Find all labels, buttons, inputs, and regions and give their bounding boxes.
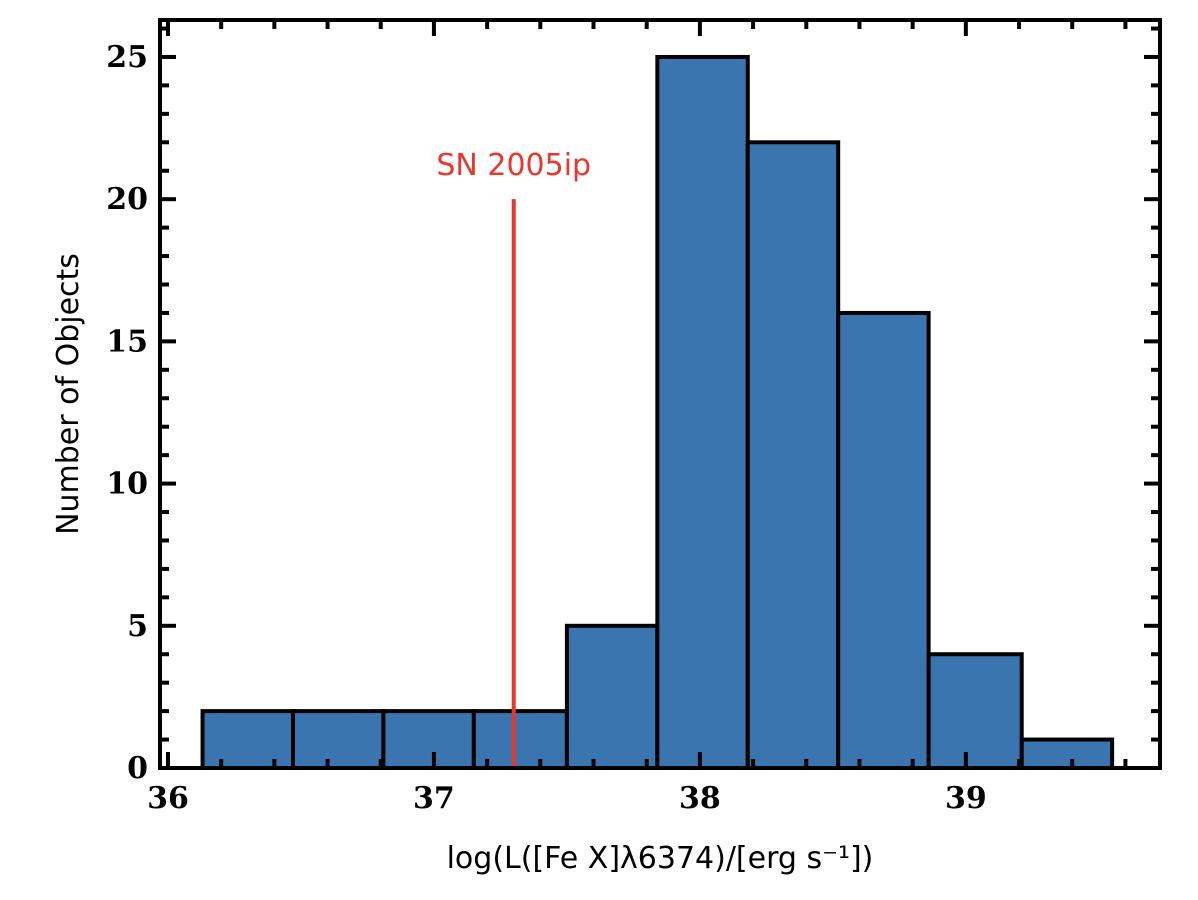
histogram-bar-9 <box>926 652 1024 770</box>
y-tick-label: 20 <box>106 182 148 217</box>
x-tick-label: 38 <box>679 781 721 816</box>
plot-frame <box>158 18 1162 770</box>
histogram-bar-10 <box>1019 737 1115 771</box>
histogram-bar-2 <box>290 709 386 770</box>
y-tick-label: 5 <box>127 609 148 644</box>
histogram-bar-7 <box>745 140 841 771</box>
y-tick-label: 25 <box>106 40 148 75</box>
x-tick-label: 37 <box>413 781 455 816</box>
y-tick-label: 0 <box>127 751 148 786</box>
y-tick-label: 15 <box>106 324 148 359</box>
x-tick-label: 36 <box>147 781 189 816</box>
histogram-bar-1 <box>200 709 295 770</box>
y-axis-label: Number of Objects <box>51 253 86 535</box>
histogram-bar-3 <box>381 709 476 770</box>
histogram-bar-8 <box>836 310 931 770</box>
x-axis-label: log(L([Fe X]λ6374)/[erg s⁻¹]) <box>447 841 874 876</box>
x-tick-label: 39 <box>945 781 987 816</box>
histogram-bar-5 <box>564 623 660 770</box>
y-tick-label: 10 <box>106 467 148 502</box>
bars-layer <box>200 54 1115 771</box>
tick-labels-layer: 36 37 38 39 0 5 10 15 20 25 <box>106 40 986 816</box>
annotation-label: SN 2005ip <box>436 148 591 183</box>
histogram-bar-6 <box>655 54 750 770</box>
